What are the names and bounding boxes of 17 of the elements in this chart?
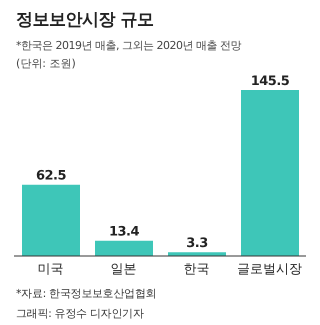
- chart-title: 정보보안시장 규모: [16, 9, 154, 31]
- chart-subtitle: *한국은 2019년 매출, 그외는 2020년 매출 전망: [16, 38, 241, 53]
- x-tick-label: 미국: [38, 262, 64, 278]
- x-tick-label: 한국: [184, 262, 210, 278]
- data-label: 3.3: [186, 236, 208, 252]
- x-tick-label: 글로벌시장: [237, 262, 302, 278]
- data-label: 13.4: [108, 224, 140, 240]
- bar: [168, 252, 226, 256]
- data-label: 62.5: [36, 168, 66, 184]
- bar: [95, 240, 153, 256]
- bar: [241, 90, 299, 256]
- text: 그래픽: 유정수 디자인기자: [16, 306, 144, 321]
- x-tick-label: 일본: [110, 262, 136, 278]
- data-label: 145.5: [250, 74, 290, 89]
- bar: [22, 184, 80, 256]
- text: *자료: 한국정보보호산업협회: [16, 286, 156, 301]
- y-axis-title: (단위: 조원): [16, 56, 76, 71]
